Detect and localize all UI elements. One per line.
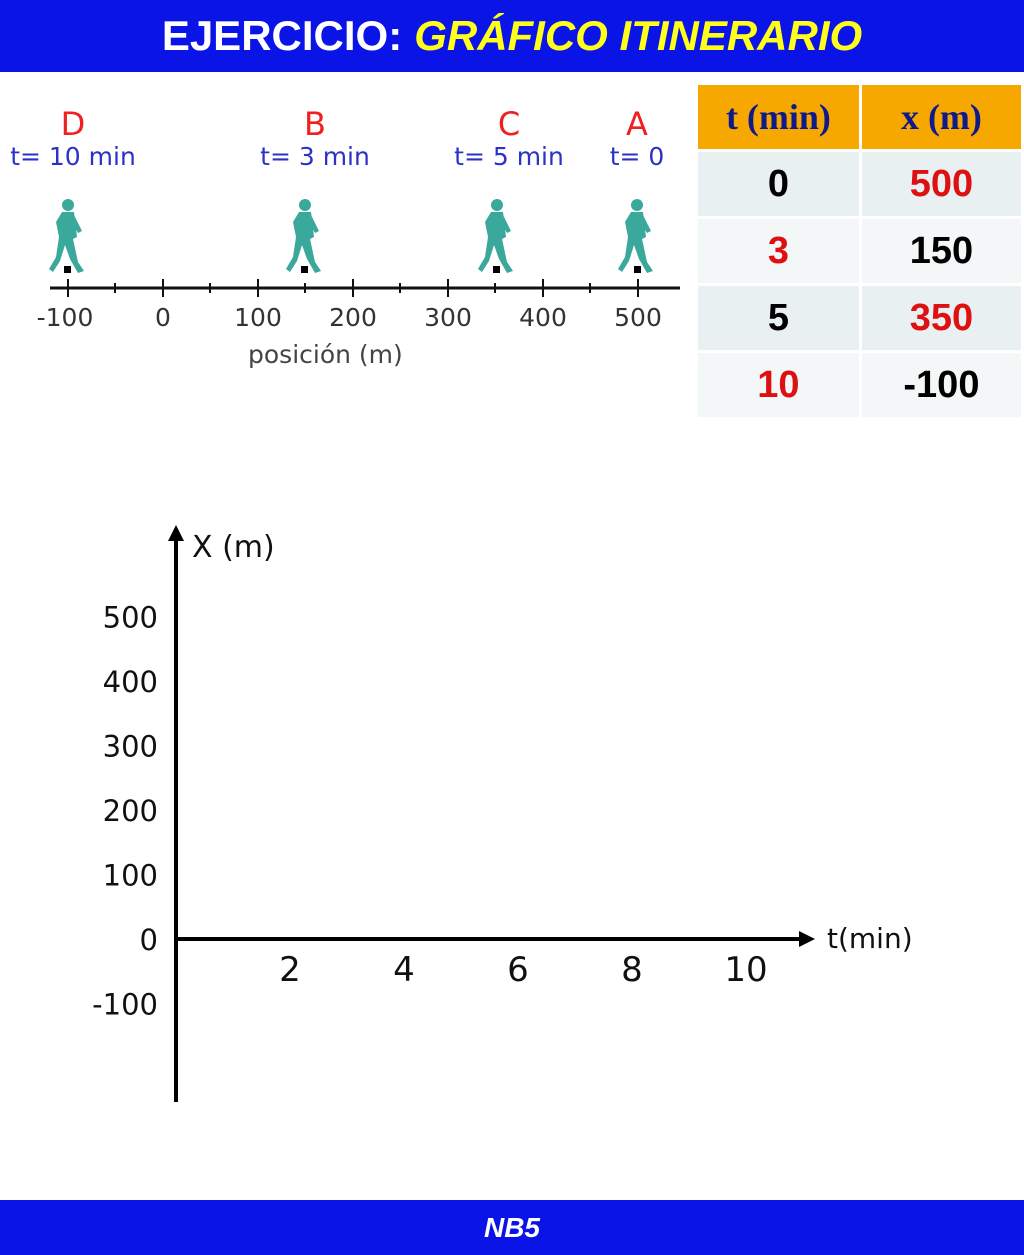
chart-axes: X (m) t(min) [168, 525, 913, 1102]
table-cell: 5 [698, 286, 859, 350]
point-time: t= 5 min [454, 142, 564, 171]
x-tick-label: 8 [621, 950, 643, 990]
data-table: t (min) x (m) 0 500 3 150 5 350 10 -100 [695, 82, 1024, 420]
title-prefix: EJERCICIO: [161, 12, 403, 59]
table-header-cell: t (min) [698, 85, 859, 149]
table-row: 5 350 [698, 286, 1021, 350]
point-label-a: A t= 0 [567, 106, 707, 172]
point-time: t= 0 [609, 142, 665, 171]
table-row: 0 500 [698, 152, 1021, 216]
number-line-tick-label: 0 [155, 303, 171, 332]
walker-icon [618, 199, 653, 273]
position-marker [634, 266, 641, 273]
table-cell: 500 [861, 152, 1021, 216]
number-line-tick-label: 300 [424, 303, 472, 332]
number-line-tick-label: 100 [234, 303, 282, 332]
position-marker [493, 266, 500, 273]
table-cell: 3 [698, 219, 859, 283]
point-letter: A [626, 105, 648, 143]
y-tick-label: -100 [92, 988, 158, 1022]
table-cell: 350 [861, 286, 1021, 350]
table-cell: 150 [861, 219, 1021, 283]
table-header-cell: x (m) [861, 85, 1021, 149]
number-line-tick-label: 200 [329, 303, 377, 332]
number-line-axis-label: posición (m) [248, 340, 403, 369]
y-tick-label: 100 [103, 859, 158, 893]
number-line-ticks [67, 279, 639, 297]
header-bar: EJERCICIO: GRÁFICO ITINERARIO [0, 0, 1024, 72]
y-tick-label: 400 [103, 665, 158, 699]
x-axis-arrow-icon [799, 931, 815, 947]
y-tick-label: 500 [103, 601, 158, 635]
number-line-svg [49, 199, 680, 297]
x-tick-label: 10 [724, 950, 767, 990]
y-tick-label: 300 [103, 730, 158, 764]
position-marker [301, 266, 308, 273]
walker-icon [478, 199, 513, 273]
walker-icon [286, 199, 321, 273]
table-cell: 0 [698, 152, 859, 216]
y-axis-arrow-icon [168, 525, 184, 541]
table-cell: 10 [698, 353, 859, 417]
number-line-tick-label: -100 [36, 303, 94, 332]
point-label-b: B t= 3 min [245, 106, 385, 172]
table-cell: -100 [861, 353, 1021, 417]
y-tick-label: 200 [103, 794, 158, 828]
chart-y-ticks: 500 400 300 200 100 0 -100 [92, 601, 158, 1022]
point-letter: C [497, 105, 521, 143]
x-tick-label: 2 [279, 950, 301, 990]
table-row: 10 -100 [698, 353, 1021, 417]
point-letter: B [304, 105, 326, 143]
x-tick-label: 4 [393, 950, 415, 990]
point-time: t= 10 min [10, 142, 136, 171]
point-letter: D [60, 105, 86, 143]
point-label-c: C t= 5 min [439, 106, 579, 172]
position-time-chart: X (m) t(min) 500 400 300 200 100 0 -100 2 4 6 8 10 [92, 525, 913, 1102]
number-line-tick-label: 400 [519, 303, 567, 332]
x-axis-title: t(min) [827, 922, 913, 955]
footer-bar: NB5 [0, 1200, 1024, 1255]
title-highlight: GRÁFICO ITINERARIO [414, 12, 863, 59]
footer-text: NB5 [483, 1211, 540, 1243]
table-row: 3 150 [698, 219, 1021, 283]
y-tick-label: 0 [140, 923, 158, 957]
x-tick-label: 6 [507, 950, 529, 990]
number-line-tick-label: 500 [614, 303, 662, 332]
point-label-d: D t= 10 min [3, 106, 143, 172]
position-marker [64, 266, 71, 273]
point-time: t= 3 min [260, 142, 370, 171]
walker-icon [49, 199, 84, 273]
table-header-row: t (min) x (m) [698, 85, 1021, 149]
y-axis-title: X (m) [192, 530, 275, 565]
chart-x-ticks: 2 4 6 8 10 [279, 950, 767, 990]
